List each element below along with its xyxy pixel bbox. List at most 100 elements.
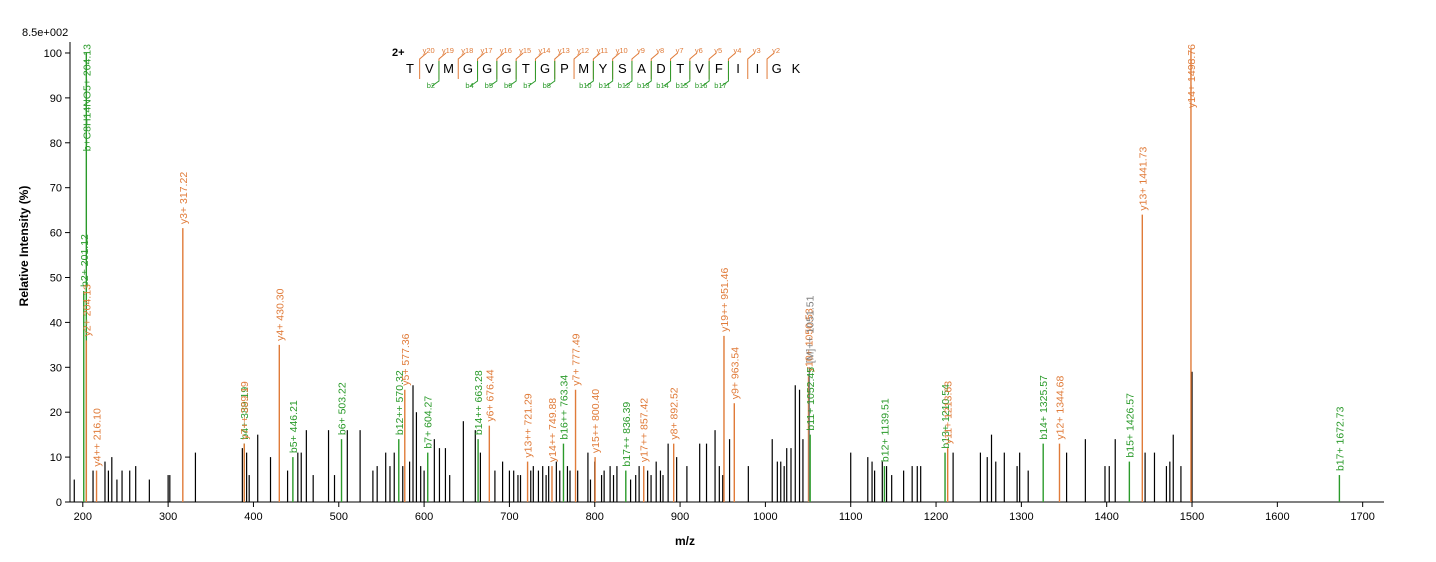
x-tick-label: 600 — [415, 511, 433, 523]
sequence-residue: I — [736, 61, 740, 76]
peak-label: y13++ 721.29 — [523, 393, 535, 457]
peak-label: y4++ 216.10 — [92, 408, 104, 467]
sequence-residue: A — [637, 61, 646, 76]
peak-label: b15+ 1426.57 — [1124, 393, 1136, 458]
sequence-residue: G — [482, 61, 492, 76]
y-ion-label: y11 — [597, 46, 609, 55]
y-ion-label: y16 — [500, 46, 512, 55]
b-ion-label: b13 — [637, 81, 650, 90]
peak-label: b5+ 446.21 — [288, 400, 300, 453]
y-tick-label: 90 — [50, 93, 62, 105]
sequence-residue: V — [425, 61, 434, 76]
y-tick-label: 80 — [50, 138, 62, 150]
y-axis-title: Relative Intensity (%) — [17, 186, 31, 307]
sequence-residue: T — [676, 61, 684, 76]
peak-label: b14++ 663.28 — [473, 370, 485, 435]
peak-label: b12+ 1139.51 — [879, 398, 891, 462]
b-ion-label: b11 — [599, 81, 611, 90]
y-ion-label: y18 — [461, 46, 473, 55]
y-tick-label: 70 — [50, 183, 62, 195]
b-ion-label: b2 — [427, 81, 435, 90]
peak-label: y7+ 777.49 — [571, 333, 583, 385]
y-tick-label: 50 — [50, 272, 62, 284]
sequence-residue: G — [463, 61, 473, 76]
b-ion-bracket — [682, 61, 691, 87]
y-tick-label: 100 — [44, 48, 62, 60]
y-ion-label: y15 — [519, 46, 531, 55]
b-ion-label: b5 — [485, 81, 493, 90]
peak-label: y10+ 1050.53 — [804, 308, 816, 372]
b-ion-label: b17 — [714, 81, 727, 90]
y-tick-label: 40 — [50, 317, 62, 329]
b-ion-bracket — [431, 61, 440, 87]
y-ion-label: y3 — [753, 46, 761, 55]
b-ion-label: b15 — [676, 81, 689, 90]
x-tick-label: 700 — [500, 511, 518, 523]
y-ion-bracket — [457, 52, 466, 79]
peak-label: y3+ 317.22 — [178, 172, 190, 224]
peak-label: y13+ 1441.73 — [1137, 147, 1149, 211]
b-ion-bracket — [470, 61, 479, 87]
x-tick-label: 1600 — [1265, 511, 1289, 523]
peak-label: b4+ 389.19 — [239, 387, 251, 440]
y-ion-bracket — [573, 52, 582, 79]
y-ion-label: y13 — [558, 46, 570, 55]
y-ion-label: y20 — [423, 46, 435, 55]
b-ion-bracket — [701, 61, 710, 87]
b-ion-bracket — [605, 61, 614, 87]
y-ion-label: y14 — [538, 46, 550, 55]
sequence-residue: T — [406, 61, 414, 76]
peak-labels-layer: b2+ 201.12 b+C8H14NO5+ 204.13 y2+ 204.13 y4… — [79, 44, 1347, 471]
axes: 0 10 20 30 40 50 60 70 80 90 100 200 300 400 500 600 700… — [44, 42, 1384, 523]
peak-label: y11+ 1213.63 — [943, 381, 955, 444]
scale-label: 8.5e+002 — [22, 27, 68, 39]
b-ion-bracket — [663, 61, 672, 87]
peak-label: y5+ 577.36 — [400, 333, 412, 385]
y-tick-label: 10 — [50, 452, 62, 464]
y-ion-label: y5 — [714, 46, 722, 55]
peak-label: b12++ 570.32 — [394, 370, 406, 435]
peak-label: b17+ 1672.73 — [1334, 406, 1346, 471]
x-axis-title: m/z — [675, 534, 695, 548]
b-ion-bracket — [547, 61, 556, 87]
x-tick-label: 1300 — [1009, 511, 1033, 523]
sequence-residue: T — [522, 61, 530, 76]
y-ion-bracket — [727, 52, 736, 79]
peak-label: b11+ 1052.45 — [805, 367, 817, 431]
y-ion-label: y17 — [481, 46, 493, 55]
y-ion-label: y10 — [616, 46, 628, 55]
peak-label: y17++ 857.42 — [639, 398, 651, 462]
x-tick-label: 1700 — [1350, 511, 1374, 523]
y-ion-label: y8 — [656, 46, 664, 55]
b-ion-bracket — [721, 61, 729, 87]
y-ion-label: y6 — [695, 46, 703, 55]
peak-label: y14+ 1498.76 — [1186, 44, 1198, 108]
x-tick-label: 1100 — [839, 511, 863, 523]
x-tick-label: 400 — [244, 511, 262, 523]
peaks-layer — [73, 48, 1341, 502]
sequence-residue: I — [756, 61, 760, 76]
peak-label: b6+ 503.22 — [337, 382, 349, 435]
peak-label: y7++ 389.19 — [239, 381, 251, 440]
y-ion-bracket — [766, 52, 775, 79]
b-ion-bracket — [489, 61, 498, 87]
sequence-residue: P — [560, 61, 569, 76]
b-ion-bracket — [508, 61, 517, 87]
peak-label: b14+ 1325.57 — [1038, 375, 1050, 440]
sequence-residue: M — [578, 61, 589, 76]
peak-label: b16++ 763.34 — [558, 375, 570, 440]
y-ion-bracket — [419, 52, 427, 79]
y-tick-label: 0 — [56, 497, 62, 509]
peak-label: b7+ 604.27 — [423, 396, 435, 449]
peak-label: y9+ 963.54 — [729, 347, 741, 399]
b-ion-label: b12 — [618, 81, 631, 90]
y-ion-bracket — [747, 52, 756, 79]
sequence-residue: K — [792, 61, 801, 76]
sequence-residue: M — [443, 61, 454, 76]
b-ion-label: b16 — [695, 81, 708, 90]
b-ion-label: b7 — [523, 81, 531, 90]
y-tick-label: 20 — [50, 407, 62, 419]
y-tick-label: 60 — [50, 228, 62, 240]
x-tick-label: 1500 — [1180, 511, 1204, 523]
